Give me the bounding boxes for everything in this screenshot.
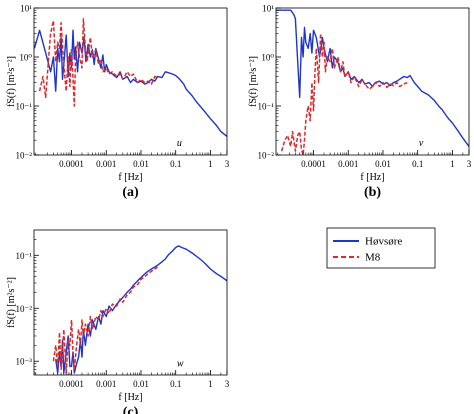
panel-b-y-tick-label: 10¹: [262, 4, 274, 14]
legend: Høvsøre M8: [327, 228, 435, 268]
panel-b-label: (b): [364, 185, 381, 200]
panel-c-x-tick-label: 0.01: [133, 379, 149, 389]
panel-c: 0.0001 0.001 0.01 0.1 1 3 10⁻³ 10⁻² 10⁻¹ f [Hz] fS…: [6, 230, 230, 414]
panel-b-x-tick-label: 3: [467, 159, 472, 169]
panel-b-x-tick-label: 1: [450, 159, 455, 169]
panel-c-x-tick-label: 0.001: [96, 379, 116, 389]
panel-c-y-tick-label: 10⁻²: [16, 304, 33, 314]
panel-b-y-tick-label: 10⁻¹: [258, 102, 275, 112]
panel-c-x-tick-label: 3: [225, 379, 230, 389]
panel-c-xlabel: f [Hz]: [118, 392, 142, 403]
panel-a-x-tick-label: 0.001: [96, 159, 116, 169]
panel-a-y-tick-label: 10⁻¹: [16, 102, 33, 112]
panel-a-y-tick-label: 10⁻²: [16, 151, 33, 161]
panel-c-annotation: w: [177, 358, 184, 369]
panel-a-xlabel: f [Hz]: [118, 172, 142, 183]
panel-a-x-tick-label: 3: [225, 159, 230, 169]
panel-b-ylabel: fS(f) [m²s⁻²]: [248, 56, 259, 107]
panel-c-label: (c): [123, 405, 139, 414]
panel-b-x-tick-label: 0.0001: [301, 159, 326, 169]
legend-box: [327, 228, 435, 268]
panel-c-x-tick-label: 0.0001: [59, 379, 84, 389]
panel-b-annotation: v: [419, 138, 424, 149]
panel-b: 0.0001 0.001 0.01 0.1 1 3 10⁻² 10⁻¹ 10⁰ 10¹ f [Hz]…: [248, 4, 472, 201]
panel-c-x-tick-label: 0.1: [170, 379, 181, 389]
panel-a-x-tick-label: 0.01: [133, 159, 149, 169]
panel-c-y-tick-label: 10⁻¹: [16, 251, 33, 261]
panel-c-y-tick-label: 10⁻³: [16, 357, 33, 367]
panel-a: 0.0001 0.001 0.01 0.1 1 3 10⁻² 10⁻¹ 10⁰ 10¹ f [Hz]…: [6, 4, 230, 201]
panel-b-x-tick-label: 0.1: [412, 159, 423, 169]
legend-label-hovsore: Høvsøre: [365, 236, 402, 248]
panel-c-series-hvsre: [56, 246, 227, 373]
panels: 0.0001 0.001 0.01 0.1 1 3 10⁻² 10⁻¹ 10⁰ 10¹ f [Hz]…: [6, 4, 472, 414]
panel-b-y-tick-label: 10⁻²: [258, 151, 275, 161]
panel-a-annotation: u: [177, 138, 182, 149]
panel-b-xlabel: f [Hz]: [360, 172, 384, 183]
legend-label-m8: M8: [365, 252, 381, 264]
panel-b-x-tick-label: 0.01: [375, 159, 391, 169]
panel-a-y-tick-label: 10⁰: [19, 53, 32, 63]
panel-a-x-tick-label: 0.1: [170, 159, 181, 169]
panel-a-x-tick-label: 1: [208, 159, 213, 169]
panel-c-ylabel: fS(f) [m²s⁻²]: [6, 277, 17, 328]
panel-b-y-tick-label: 10⁰: [261, 53, 274, 63]
panel-c-x-tick-label: 1: [208, 379, 213, 389]
panel-a-x-tick-label: 0.0001: [59, 159, 84, 169]
panel-a-ylabel: fS(f) [m²s⁻²]: [6, 56, 17, 107]
panel-a-y-tick-label: 10¹: [20, 4, 32, 14]
panel-a-label: (a): [122, 185, 139, 200]
panel-b-x-tick-label: 0.001: [338, 159, 358, 169]
